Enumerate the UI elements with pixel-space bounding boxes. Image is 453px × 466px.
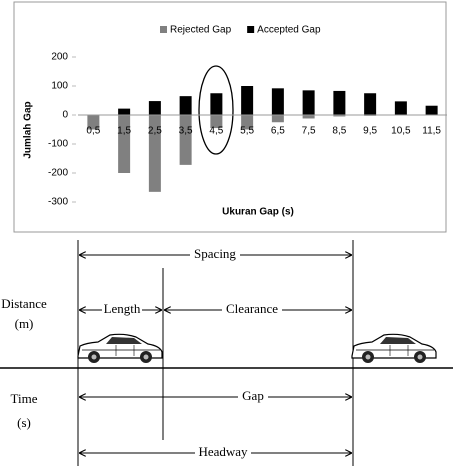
bar: [180, 96, 192, 115]
y-tick-label: 200: [51, 52, 68, 63]
bar: [272, 88, 284, 115]
y-tick-label: -200: [48, 168, 68, 179]
legend-swatch: [247, 26, 254, 33]
bar: [272, 115, 284, 122]
bar: [333, 91, 345, 115]
time-unit: (s): [17, 415, 31, 430]
spacing-label: Spacing: [194, 246, 236, 261]
x-tick-label: 8,5: [332, 126, 346, 137]
bar: [149, 101, 161, 115]
headway-label: Headway: [198, 444, 248, 459]
time-label: Time: [11, 391, 38, 406]
bar: [180, 115, 192, 165]
car-icon: [352, 334, 436, 363]
x-tick-label: 9,5: [363, 126, 377, 137]
bar: [303, 90, 315, 115]
figure: Jumlah Gap Ukuran Gap (s) -300 -200 -100 0 1…: [0, 0, 453, 466]
legend-label: Rejected Gap: [170, 25, 232, 36]
x-tick-label: 7,5: [302, 126, 316, 137]
x-tick-label: 6,5: [271, 126, 285, 137]
y-tick-label: 0: [62, 110, 68, 121]
bar: [241, 86, 253, 115]
distance-label: Distance: [1, 296, 47, 311]
gap-label: Gap: [242, 388, 264, 403]
bar: [118, 109, 130, 115]
x-tick-label: 4,5: [209, 126, 223, 137]
x-tick-label: 2,5: [148, 126, 162, 137]
bar: [395, 101, 407, 115]
car-icon: [78, 334, 162, 363]
x-tick-label: 10,5: [391, 126, 411, 137]
x-tick-label: 3,5: [179, 126, 193, 137]
x-tick-label: 1,5: [117, 126, 131, 137]
y-tick-label: -300: [48, 197, 68, 208]
chart: Jumlah Gap Ukuran Gap (s) -300 -200 -100 0 1…: [14, 2, 447, 232]
length-label: Length: [104, 301, 141, 316]
distance-unit: (m): [15, 316, 34, 331]
diagram: Spacing Length Clearance Gap Headway Dis…: [0, 240, 453, 466]
bar: [303, 115, 315, 118]
bar: [426, 106, 438, 115]
bar: [364, 93, 376, 115]
x-axis-label: Ukuran Gap (s): [222, 207, 294, 218]
legend-swatch: [160, 26, 167, 33]
x-tick-label: 11,5: [422, 126, 441, 137]
chart-frame: [14, 2, 446, 232]
y-tick-label: -100: [48, 139, 68, 150]
x-tick-label: 0,5: [86, 126, 100, 137]
clearance-label: Clearance: [226, 301, 278, 316]
x-tick-label: 5,5: [240, 126, 254, 137]
bar: [118, 115, 130, 173]
legend-label: Accepted Gap: [257, 25, 321, 36]
y-tick-label: 100: [51, 81, 68, 92]
bar: [210, 93, 222, 115]
y-axis-label: Jumlah Gap: [23, 101, 34, 158]
